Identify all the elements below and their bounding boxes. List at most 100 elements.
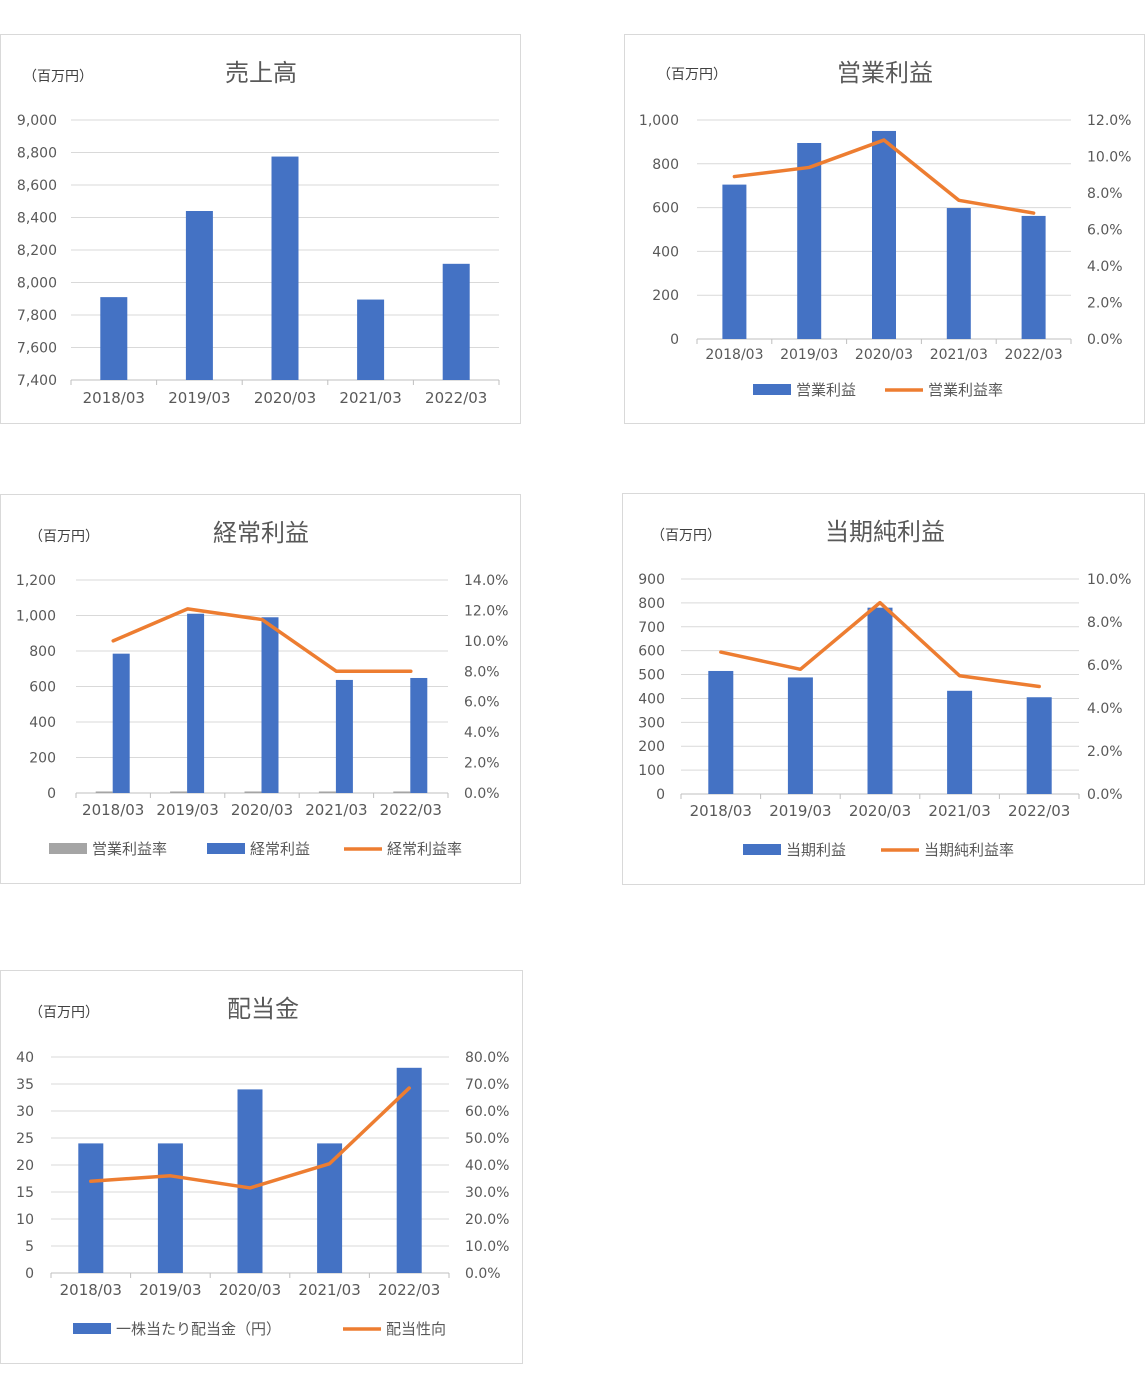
y-tick-label: 400 — [652, 244, 679, 260]
y-tick-label: 0 — [47, 786, 56, 802]
y2-tick-label: 2.0% — [1087, 296, 1123, 312]
chart-svg: 経常利益 （百万円） 0 200 400 600 800 1,000 1,200 0.0% 2.0%… — [16, 519, 509, 858]
x-tick-label: 2020/03 — [219, 1281, 281, 1299]
bar — [410, 677, 428, 793]
y-tick-label: 7,800 — [17, 308, 57, 324]
y2-tick-label: 40.0% — [465, 1158, 509, 1174]
y2-tick-label: 6.0% — [1087, 223, 1123, 239]
x-tick-label: 2018/03 — [60, 1281, 122, 1299]
y2-tick-label: 0.0% — [464, 786, 500, 802]
chart-svg: 配当金 （百万円） 0 5 10 15 20 25 30 35 40 0.0% 10.0% 20.0% 30… — [16, 995, 509, 1338]
y-tick-label: 0 — [25, 1266, 34, 1282]
y-tick-label: 8,600 — [17, 178, 57, 194]
y2-tick-label: 12.0% — [1087, 113, 1131, 129]
y-tick-label: 500 — [638, 668, 665, 684]
bar — [100, 297, 128, 380]
y-tick-label: 15 — [16, 1185, 34, 1201]
bar — [708, 670, 734, 794]
y2-tick-label: 50.0% — [465, 1131, 509, 1147]
x-tick-label: 2018/03 — [690, 802, 752, 820]
chart-svg: 売上高 （百万円） 7,400 7,600 7,800 8,000 8,200 8,400 8,… — [17, 59, 500, 407]
legend-label: 営業利益率 — [928, 381, 1003, 399]
legend-swatch-bar — [49, 843, 87, 854]
chart-title: 売上高 — [225, 59, 297, 87]
y2-tick-label: 14.0% — [464, 573, 508, 589]
legend-label: 当期純利益率 — [924, 841, 1014, 859]
y2-tick-label: 80.0% — [465, 1050, 509, 1066]
x-tick-label: 2018/03 — [83, 389, 145, 407]
y2-tick-label: 8.0% — [1087, 615, 1123, 631]
y-tick-label: 800 — [652, 157, 679, 173]
x-tick-label: 2021/03 — [339, 389, 401, 407]
y2-tick-label: 0.0% — [465, 1266, 501, 1282]
y-tick-label: 8,200 — [17, 243, 57, 259]
x-tick-label: 2022/03 — [425, 389, 487, 407]
y-tick-label: 100 — [638, 763, 665, 779]
y-tick-label: 600 — [29, 680, 56, 696]
y-tick-label: 20 — [16, 1158, 34, 1174]
bar — [947, 690, 973, 794]
x-tick-label: 2022/03 — [1005, 347, 1063, 363]
bar-gray — [170, 791, 188, 793]
bar-gray — [95, 791, 113, 793]
y-tick-label: 600 — [638, 644, 665, 660]
y2-tick-label: 10.0% — [1087, 150, 1131, 166]
y2-tick-label: 60.0% — [465, 1104, 509, 1120]
y-tick-label: 7,600 — [17, 341, 57, 357]
x-tick-label: 2021/03 — [928, 802, 990, 820]
bar — [797, 142, 822, 339]
y2-tick-label: 8.0% — [1087, 186, 1123, 202]
y2-tick-label: 4.0% — [1087, 701, 1123, 717]
bar — [78, 1143, 104, 1273]
bar-gray — [393, 791, 411, 793]
bar — [112, 653, 130, 793]
legend-label: 経常利益 — [250, 840, 310, 858]
y-tick-label: 35 — [16, 1077, 34, 1093]
legend-label: 配当性向 — [386, 1320, 446, 1338]
y2-tick-label: 70.0% — [465, 1077, 509, 1093]
y2-tick-label: 20.0% — [465, 1212, 509, 1228]
x-tick-label: 2019/03 — [769, 802, 831, 820]
y-tick-label: 700 — [638, 620, 665, 636]
legend-label: 一株当たり配当金（円） — [116, 1320, 281, 1338]
y-tick-label: 0 — [656, 787, 665, 803]
y2-tick-label: 10.0% — [465, 1239, 509, 1255]
y-tick-label: 40 — [16, 1050, 34, 1066]
y-tick-label: 800 — [29, 644, 56, 660]
x-tick-label: 2021/03 — [298, 1281, 360, 1299]
bar — [442, 263, 470, 380]
x-tick-label: 2022/03 — [378, 1281, 440, 1299]
legend-label: 当期利益 — [786, 841, 846, 859]
x-tick-label: 2018/03 — [82, 801, 144, 819]
y-tick-label: 10 — [16, 1212, 34, 1228]
bar — [357, 299, 385, 380]
y-tick-label: 200 — [652, 288, 679, 304]
x-tick-label: 2021/03 — [930, 347, 988, 363]
chart-svg: 当期純利益 （百万円） 0 100 200 300 400 500 600 700 800 900 0.… — [638, 518, 1131, 859]
unit-label: （百万円） — [29, 529, 99, 545]
x-tick-label: 2019/03 — [156, 801, 218, 819]
x-tick-label: 2019/03 — [139, 1281, 201, 1299]
legend-label: 営業利益 — [796, 381, 856, 399]
y-tick-label: 9,000 — [17, 113, 57, 129]
y-tick-label: 200 — [29, 751, 56, 767]
y-tick-label: 400 — [638, 691, 665, 707]
y-tick-label: 8,400 — [17, 211, 57, 227]
chart-svg: 営業利益 （百万円） 0 200 400 600 800 1,000 0.0% 2.0% 4.0% 6… — [639, 59, 1132, 399]
y2-tick-label: 10.0% — [1087, 572, 1131, 588]
bar — [872, 130, 896, 339]
y-tick-label: 1,000 — [639, 113, 679, 129]
y2-tick-label: 8.0% — [464, 664, 500, 680]
bar — [335, 679, 353, 793]
legend-label: 経常利益率 — [387, 840, 462, 858]
x-tick-label: 2019/03 — [780, 347, 838, 363]
y-tick-label: 900 — [638, 572, 665, 588]
bar — [787, 677, 813, 794]
y2-tick-label: 2.0% — [1087, 744, 1123, 760]
y2-tick-label: 6.0% — [1087, 658, 1123, 674]
bar-gray — [244, 791, 262, 793]
chart-title: 営業利益 — [837, 59, 933, 87]
y-tick-label: 5 — [25, 1239, 34, 1255]
bar-gray — [318, 791, 336, 793]
y2-tick-label: 6.0% — [464, 695, 500, 711]
